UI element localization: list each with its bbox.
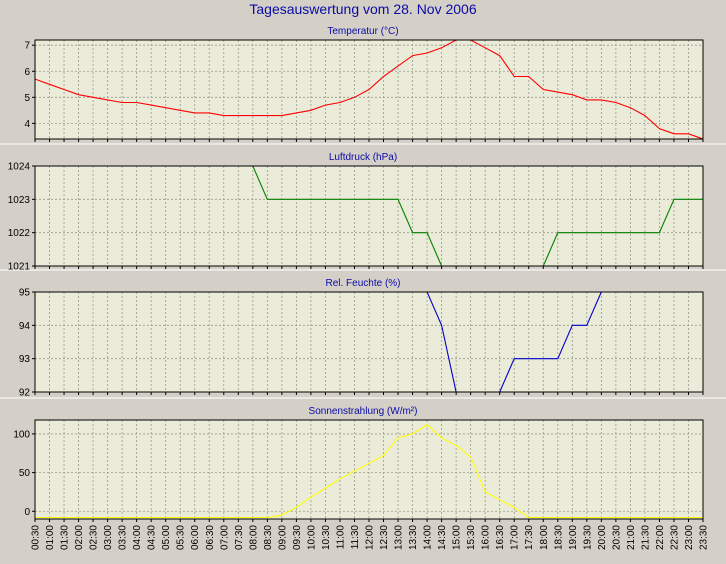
panel-2-series-line xyxy=(35,166,703,266)
panel-3-ytick-label: 93 xyxy=(19,354,31,365)
panel-1-ytick-label: 6 xyxy=(24,67,30,78)
x-tick-label: 01:00 xyxy=(45,525,56,550)
x-tick-label: 02:30 xyxy=(89,525,100,550)
x-tick-label: 16:00 xyxy=(481,525,492,550)
panel-2-ytick-label: 1022 xyxy=(8,228,31,239)
x-tick-label: 18:30 xyxy=(553,525,564,550)
x-tick-label: 14:00 xyxy=(423,525,434,550)
x-tick-label: 20:00 xyxy=(597,525,608,550)
x-tick-label: 16:30 xyxy=(495,525,506,550)
panel-4-series-line xyxy=(35,423,703,519)
page-title: Tagesauswertung vom 28. Nov 2006 xyxy=(249,1,477,17)
panel-1-ytick-label: 4 xyxy=(24,119,30,130)
panel-1-ytick-label: 7 xyxy=(24,41,30,52)
x-tick-label: 01:30 xyxy=(60,525,71,550)
panel-3-ytick-label: 94 xyxy=(19,321,31,332)
x-tick-label: 15:00 xyxy=(452,525,463,550)
panel-3-series-line xyxy=(35,292,703,392)
panel-2-title: Luftdruck (hPa) xyxy=(329,152,397,163)
x-tick-label: 18:00 xyxy=(539,525,550,550)
x-tick-label: 07:00 xyxy=(219,525,230,550)
x-tick-label: 17:00 xyxy=(510,525,521,550)
panel-3-title: Rel. Feuchte (%) xyxy=(325,278,400,289)
x-tick-label: 08:00 xyxy=(248,525,259,550)
x-tick-label: 17:30 xyxy=(524,525,535,550)
panel-2-ytick-label: 1024 xyxy=(8,162,31,173)
x-tick-label: 22:30 xyxy=(669,525,680,550)
panel-1-series-line xyxy=(35,40,703,139)
panel-2-ytick-label: 1023 xyxy=(8,195,31,206)
x-tick-label: 20:30 xyxy=(611,525,622,550)
panel-2-ytick-label: 1021 xyxy=(8,262,31,273)
panel-4-ytick-label: 100 xyxy=(13,429,30,440)
x-tick-label: 04:30 xyxy=(147,525,158,550)
x-tick-label: 06:30 xyxy=(205,525,216,550)
panel-1-title: Temperatur (°C) xyxy=(327,26,398,37)
x-tick-label: 03:00 xyxy=(103,525,114,550)
x-tick-label: 13:30 xyxy=(408,525,419,550)
x-tick-label: 11:30 xyxy=(350,525,361,550)
x-tick-label: 05:30 xyxy=(176,525,187,550)
x-tick-label: 13:00 xyxy=(394,525,405,550)
x-tick-label: 19:00 xyxy=(568,525,579,550)
panel-1-ytick-label: 5 xyxy=(24,93,30,104)
x-tick-label: 07:30 xyxy=(234,525,245,550)
x-tick-label: 19:30 xyxy=(582,525,593,550)
panel-3-ytick-label: 95 xyxy=(19,288,31,299)
x-tick-label: 21:00 xyxy=(626,525,637,550)
x-tick-label: 09:00 xyxy=(277,525,288,550)
x-tick-label: 00:30 xyxy=(31,525,42,550)
x-tick-label: 21:30 xyxy=(640,525,651,550)
x-tick-label: 04:00 xyxy=(132,525,143,550)
x-tick-label: 12:30 xyxy=(379,525,390,550)
x-tick-label: 03:30 xyxy=(118,525,129,550)
x-tick-label: 02:00 xyxy=(74,525,85,550)
panel-4-title: Sonnenstrahlung (W/m²) xyxy=(309,406,418,417)
x-tick-label: 05:00 xyxy=(161,525,172,550)
x-tick-label: 14:30 xyxy=(437,525,448,550)
x-tick-label: 09:30 xyxy=(292,525,303,550)
x-tick-label: 10:00 xyxy=(306,525,317,550)
x-tick-label: 10:30 xyxy=(321,525,332,550)
x-tick-label: 23:00 xyxy=(684,525,695,550)
x-tick-label: 22:00 xyxy=(655,525,666,550)
x-tick-label: 06:00 xyxy=(190,525,201,550)
x-tick-label: 15:30 xyxy=(466,525,477,550)
x-tick-label: 23:30 xyxy=(699,525,710,550)
panel-3-ytick-label: 92 xyxy=(19,388,31,399)
panel-4-ytick-label: 0 xyxy=(24,507,30,518)
x-tick-label: 12:00 xyxy=(365,525,376,550)
x-tick-label: 08:30 xyxy=(263,525,274,550)
panel-4-ytick-label: 50 xyxy=(19,468,31,479)
x-tick-label: 11:00 xyxy=(335,525,346,550)
